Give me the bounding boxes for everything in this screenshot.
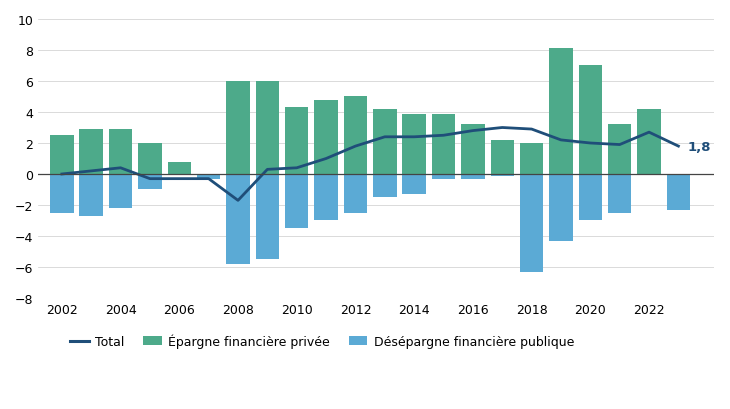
Bar [285, 175, 309, 229]
Bar [608, 175, 631, 213]
Bar [197, 175, 220, 179]
Bar [666, 175, 690, 210]
Bar [402, 114, 426, 175]
Bar [549, 175, 573, 241]
Bar [109, 175, 132, 209]
Bar [344, 175, 367, 213]
Bar [549, 49, 573, 175]
Bar [373, 175, 396, 198]
Bar [109, 130, 132, 175]
Bar [226, 82, 250, 175]
Bar [461, 175, 485, 179]
Bar [431, 175, 456, 179]
Bar [168, 162, 191, 175]
Bar [520, 175, 543, 272]
Bar [579, 175, 602, 221]
Bar [255, 82, 279, 175]
Bar [138, 175, 161, 190]
Bar [138, 144, 161, 175]
Bar [50, 175, 74, 213]
Bar [579, 66, 602, 175]
Bar [461, 125, 485, 175]
Bar [402, 175, 426, 195]
Bar [491, 175, 514, 176]
Bar [285, 108, 309, 175]
Bar [373, 110, 396, 175]
Bar [344, 97, 367, 175]
Bar [637, 110, 661, 175]
Bar [50, 136, 74, 175]
Bar [315, 100, 338, 175]
Bar [80, 130, 103, 175]
Bar [80, 175, 103, 216]
Bar [226, 175, 250, 264]
Text: 1,8: 1,8 [687, 140, 711, 153]
Bar [520, 144, 543, 175]
Bar [608, 125, 631, 175]
Bar [315, 175, 338, 221]
Bar [431, 114, 456, 175]
Bar [491, 141, 514, 175]
Legend: Total, Épargne financière privée, Désépargne financière publique: Total, Épargne financière privée, Désépa… [65, 329, 579, 353]
Bar [255, 175, 279, 260]
